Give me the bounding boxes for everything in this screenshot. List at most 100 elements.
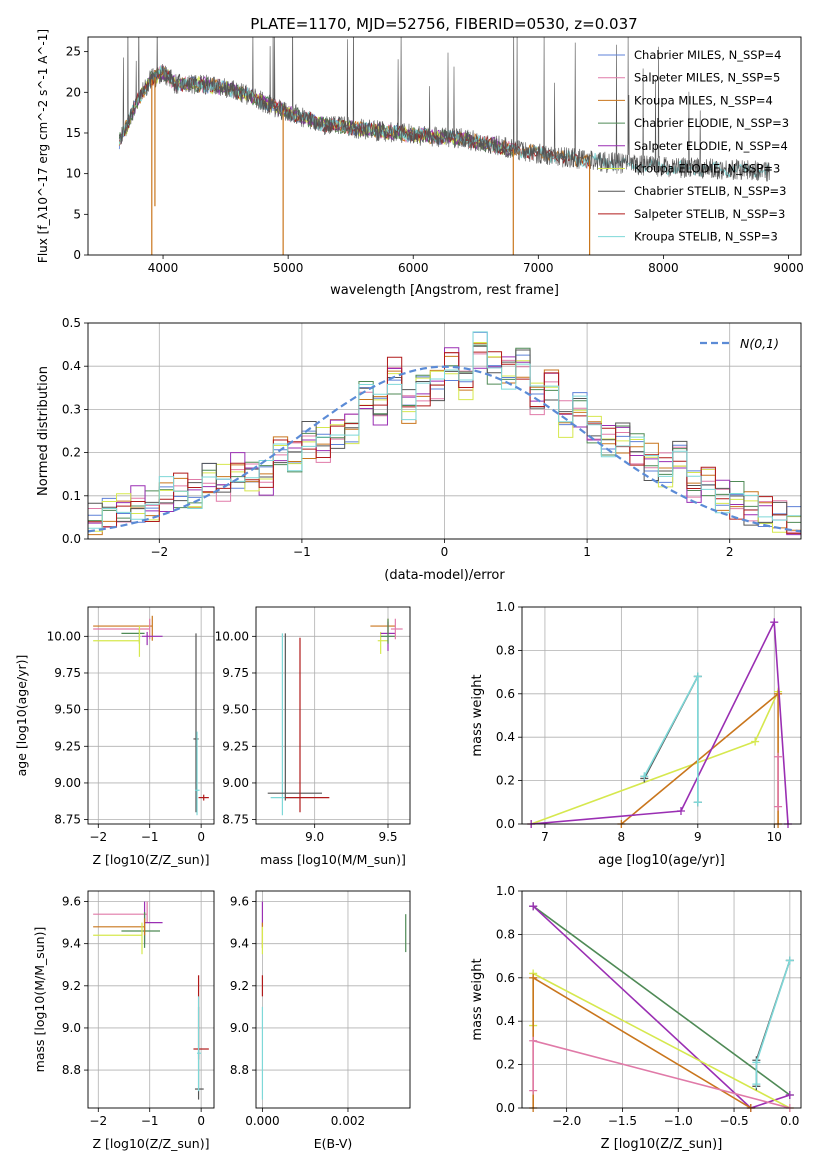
axes-frame — [521, 606, 802, 825]
x-axis-label: (data-model)/error — [384, 568, 505, 583]
x-tick-label: 10 — [767, 830, 782, 844]
y-tick-label: 15 — [66, 126, 81, 140]
x-tick-label: −1.5 — [608, 1114, 637, 1128]
axes-frame — [87, 322, 802, 540]
legend: Chabrier MILES, N_SSP=4 Salpeter MILES, N… — [598, 48, 789, 244]
y-tick-label: 1.0 — [496, 600, 515, 614]
legend-entry: Salpeter STELIB, N_SSP=3 — [634, 207, 785, 221]
x-tick-label: 4000 — [148, 261, 179, 275]
x-tick-label: −2 — [89, 1114, 107, 1128]
legend-entry: Kroupa STELIB, N_SSP=3 — [634, 230, 778, 244]
y-tick-label: 10.00 — [47, 629, 81, 643]
axes-frame — [255, 890, 411, 1109]
legend-entry: Salpeter MILES, N_SSP=5 — [634, 71, 780, 85]
weight-marker — [774, 752, 783, 761]
weight-marker — [529, 1086, 538, 1095]
weight-line — [532, 972, 791, 1108]
observed-spectrum-line — [119, 37, 770, 182]
x-tick-label: 8000 — [648, 261, 679, 275]
y-tick-label: 25 — [66, 45, 81, 59]
weight-line — [531, 619, 789, 824]
y-axis-label: mass weight — [470, 958, 485, 1040]
y-tick-label: 0.4 — [62, 359, 81, 373]
x-tick-label: −1 — [293, 545, 311, 559]
y-tick-label: 0.6 — [496, 687, 515, 701]
y-tick-label: 1.0 — [496, 884, 515, 898]
y-tick-label: 9.2 — [62, 979, 81, 993]
axes-frame — [521, 890, 802, 1109]
legend-entry: Kroupa ELODIE, N_SSP=3 — [634, 162, 780, 176]
y-tick-label: 0.2 — [496, 774, 515, 788]
x-tick-label: 2 — [726, 545, 734, 559]
y-tick-label: 0.2 — [496, 1058, 515, 1072]
x-tick-label: 5000 — [273, 261, 304, 275]
gaussian-curve — [87, 365, 802, 533]
y-tick-label: 5 — [73, 207, 81, 221]
weight-z-axes: −2.0 −1.5 −1.0 −0.5 0.0 0.0 0.2 0.4 0.6 0.8 1.0 Z [… — [470, 884, 802, 1152]
y-tick-label: 9.50 — [54, 703, 81, 717]
y-tick-label: 0.0 — [496, 1101, 515, 1115]
x-tick-label: 9000 — [773, 261, 804, 275]
weight-line — [755, 960, 791, 1085]
weight-line — [532, 1039, 791, 1108]
y-tick-label: 0.8 — [496, 927, 515, 941]
weight-line — [532, 905, 791, 1108]
y-tick-label: 9.2 — [230, 979, 249, 993]
x-tick-label: 1 — [583, 545, 591, 559]
x-axis-label: E(B-V) — [314, 1136, 353, 1151]
y-tick-label: 9.6 — [230, 895, 249, 909]
y-tick-label: 9.75 — [222, 666, 249, 680]
y-tick-label: 0.0 — [62, 532, 81, 546]
x-tick-label: −2 — [150, 545, 168, 559]
spectrum-axes: 4000 5000 6000 7000 8000 9000 0 5 10 15 20 25 wavele… — [36, 29, 804, 298]
y-tick-label: 9.4 — [230, 937, 249, 951]
x-tick-label: −1 — [141, 1114, 159, 1128]
age-z-axes: −2 −1 0 8.75 9.00 9.25 9.50 9.75 10.00 Z [log10(Z… — [14, 606, 215, 867]
weight-marker — [752, 1058, 761, 1067]
y-tick-label: 8.8 — [62, 1063, 81, 1077]
y-tick-label: 0.4 — [496, 730, 515, 744]
x-tick-label: 9.0 — [305, 830, 324, 844]
axes-frame — [255, 606, 411, 825]
weight-marker — [752, 1080, 761, 1089]
y-tick-label: 0.2 — [62, 446, 81, 460]
y-tick-label: 9.0 — [62, 1021, 81, 1035]
legend-entry: Chabrier STELIB, N_SSP=3 — [634, 184, 786, 198]
y-tick-label: 8.8 — [230, 1063, 249, 1077]
y-tick-label: 0.4 — [496, 1014, 515, 1028]
x-tick-label: 7000 — [523, 261, 554, 275]
x-axis-label: wavelength [Angstrom, rest frame] — [330, 283, 559, 298]
x-tick-label: −2.0 — [552, 1114, 581, 1128]
y-tick-label: 9.00 — [54, 776, 81, 790]
x-axis-label: age [log10(age/yr)] — [598, 853, 725, 868]
weight-marker — [774, 689, 783, 698]
residual-histogram — [88, 345, 801, 526]
y-axis-label: age [log10(age/yr)] — [14, 655, 29, 777]
y-tick-label: 9.6 — [62, 895, 81, 909]
y-tick-label: 0.5 — [62, 316, 81, 330]
weight-marker — [785, 1090, 794, 1099]
y-tick-label: 0.8 — [496, 643, 515, 657]
x-tick-label: 0 — [441, 545, 449, 559]
weight-marker — [693, 798, 702, 807]
residuals-axes: −2 −1 0 1 2 0.0 0.1 0.2 0.3 0.4 0.5 N(0,1) (data-mod… — [36, 316, 802, 583]
x-tick-label: 0.0 — [780, 1114, 799, 1128]
legend-entry: Chabrier MILES, N_SSP=4 — [634, 48, 781, 62]
weight-marker — [676, 806, 685, 815]
residual-histogram — [88, 331, 801, 529]
weight-marker — [774, 802, 783, 811]
age-mass-axes: 9.0 9.5 8.75 9.00 9.25 9.50 9.75 10.00 mass [log… — [215, 606, 411, 867]
y-tick-label: 0.1 — [62, 489, 81, 503]
residual-histogram — [88, 351, 801, 534]
legend-entry: Kroupa MILES, N_SSP=4 — [634, 93, 773, 107]
x-axis-label: Z [log10(Z/Z_sun)] — [601, 1137, 723, 1152]
y-tick-label: 10.00 — [215, 629, 249, 643]
weight-marker — [640, 772, 649, 781]
x-tick-label: 0 — [197, 1114, 205, 1128]
x-tick-label: 0 — [197, 830, 205, 844]
x-tick-label: 7 — [541, 830, 549, 844]
y-tick-label: 9.50 — [222, 703, 249, 717]
x-axis-label: mass [log10(M/M_sun)] — [260, 852, 406, 867]
y-tick-label: 0 — [73, 248, 81, 262]
